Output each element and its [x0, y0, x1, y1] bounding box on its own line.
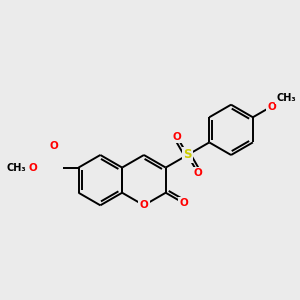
Text: O: O: [49, 141, 58, 151]
Text: O: O: [180, 198, 189, 208]
Text: CH₃: CH₃: [277, 93, 296, 103]
Text: CH₃: CH₃: [7, 163, 26, 172]
Text: S: S: [183, 148, 192, 161]
Text: O: O: [267, 102, 276, 112]
Text: O: O: [28, 163, 37, 172]
Text: O: O: [140, 200, 148, 210]
Text: O: O: [194, 168, 202, 178]
Text: O: O: [173, 132, 182, 142]
